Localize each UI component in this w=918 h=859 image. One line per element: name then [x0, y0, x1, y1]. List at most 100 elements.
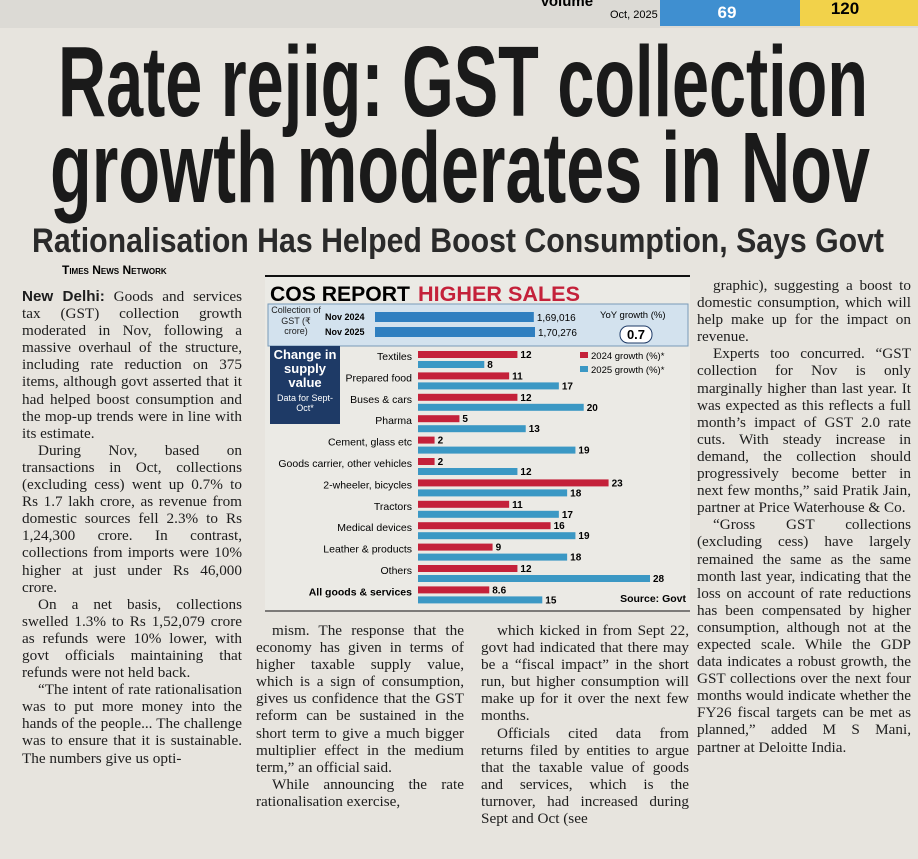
legend-label: 2024 growth (%)*	[591, 351, 665, 362]
paragraph: “The intent of rate rationalisation was …	[22, 681, 242, 767]
category-label: All goods & services	[309, 586, 412, 598]
bar	[418, 458, 435, 465]
bar-label: 8	[487, 360, 493, 371]
bar	[418, 425, 526, 433]
bar	[418, 553, 568, 561]
bar-label: 16	[554, 521, 566, 532]
growth-value: 0.7	[627, 327, 645, 342]
paragraph: “Gross GST collections (excluding cess) …	[697, 516, 911, 756]
paragraph: New Delhi: Goods and services tax (GST) …	[22, 288, 242, 442]
strip-yellow	[800, 0, 918, 26]
paragraph: While announcing the rate rationalisatio…	[256, 775, 464, 810]
bar-label: 5	[462, 414, 468, 425]
paragraph: Experts too concurred. “GST collection f…	[697, 345, 911, 517]
bar-label: 12	[520, 393, 532, 404]
category-label: Others	[380, 565, 412, 577]
strip-date: Oct, 2025	[610, 9, 658, 21]
category-label: Pharma	[375, 415, 412, 427]
growth-label: YoY growth (%)	[600, 310, 665, 321]
period-label: Nov 2025	[325, 327, 365, 337]
graphic-subtitle: HIGHER SALES	[418, 283, 580, 306]
period-label: Nov 2024	[325, 312, 365, 322]
legend-swatch	[580, 366, 588, 372]
value-label: 1,70,276	[538, 328, 577, 339]
headline: growth moderates in Nov	[50, 112, 870, 224]
bar-label: 18	[570, 488, 582, 499]
bar-label: 12	[520, 350, 532, 361]
bar	[418, 575, 650, 582]
growth-badge	[619, 325, 653, 344]
bar-label: 18	[570, 553, 582, 564]
category-label: Cement, glass etc	[328, 437, 412, 449]
bar	[418, 479, 609, 487]
strip-label: Volume	[540, 0, 593, 10]
supply-box: Change in supply value Data for Sept-Oct…	[270, 346, 340, 424]
category-label: Textiles	[377, 351, 412, 363]
headline: Rate rejig: GST collection	[58, 26, 868, 138]
legend-label: 2025 growth (%)*	[591, 365, 665, 376]
collection-label: Collection of GST (₹ crore)	[271, 305, 321, 336]
bar-label: 12	[520, 564, 532, 575]
bar-label: 19	[578, 531, 590, 542]
category-label: Prepared food	[345, 372, 412, 384]
bar	[418, 415, 460, 423]
bar-label: 17	[562, 381, 574, 392]
paragraph: Officials cited data from returns filed …	[481, 724, 689, 828]
subheadline: Rationalisation Has Helped Boost Consump…	[32, 222, 884, 260]
bar	[418, 436, 435, 444]
bar	[418, 489, 568, 497]
strip-value: 120	[831, 0, 859, 18]
bar	[418, 543, 493, 551]
paragraph: mism. The response that the economy has …	[256, 622, 464, 776]
bar	[418, 351, 518, 358]
paragraph: On a net basis, collections swelled 1.3%…	[22, 595, 242, 682]
category-label: Buses & cars	[350, 394, 412, 406]
column: New Delhi: Goods and services tax (GST) …	[22, 288, 242, 767]
bar-label: 11	[512, 371, 523, 382]
bar	[418, 565, 518, 572]
legend-swatch	[580, 352, 588, 358]
bar	[418, 510, 559, 518]
supply-label: Change in supply value	[273, 347, 337, 390]
column: mism. The response that the economy has …	[256, 622, 464, 810]
bar-label: 9	[496, 543, 502, 554]
bar-label: 8.6	[492, 585, 506, 596]
bar	[418, 468, 518, 475]
bar-label: 11	[512, 500, 523, 511]
graphic-title: COS REPORT	[270, 283, 410, 306]
supply-note: Data for Sept-Oct*	[276, 393, 334, 413]
column: which kicked in from Sept 22, govt had i…	[481, 622, 689, 827]
category-label: 2-wheeler, bicycles	[323, 479, 412, 491]
paragraph: graphic), suggesting a boost to domestic…	[697, 277, 911, 346]
paragraph: During Nov, based on transactions in Oct…	[22, 441, 242, 596]
bar-label: 2	[438, 436, 444, 447]
bar	[418, 522, 551, 530]
category-label: Tractors	[374, 501, 412, 513]
paragraph-text: Goods and services tax (GST) collection …	[22, 288, 242, 442]
bar	[418, 393, 518, 401]
bar-label: 23	[612, 478, 624, 489]
category-label: Medical devices	[337, 522, 412, 534]
bar	[418, 586, 490, 594]
bar-label: 17	[562, 510, 574, 521]
bar	[418, 532, 576, 540]
bar	[418, 403, 584, 411]
bar-label: 28	[653, 574, 665, 585]
source: Source: Govt	[620, 593, 686, 605]
category-label: Goods carrier, other vehicles	[278, 458, 412, 470]
category-label: Leather & products	[323, 544, 412, 556]
bar-label: 15	[545, 595, 557, 606]
collection-bar	[375, 312, 534, 322]
strip-value: 69	[718, 3, 737, 22]
bar-label: 19	[578, 446, 590, 457]
strip-blue	[660, 0, 800, 26]
bar	[418, 361, 485, 368]
bar-label: 12	[520, 467, 532, 478]
bar	[418, 382, 559, 390]
bar	[418, 372, 510, 380]
bar	[418, 596, 543, 604]
bar-label: 2	[438, 457, 444, 468]
bar	[418, 446, 576, 454]
bar-label: 20	[587, 403, 599, 414]
